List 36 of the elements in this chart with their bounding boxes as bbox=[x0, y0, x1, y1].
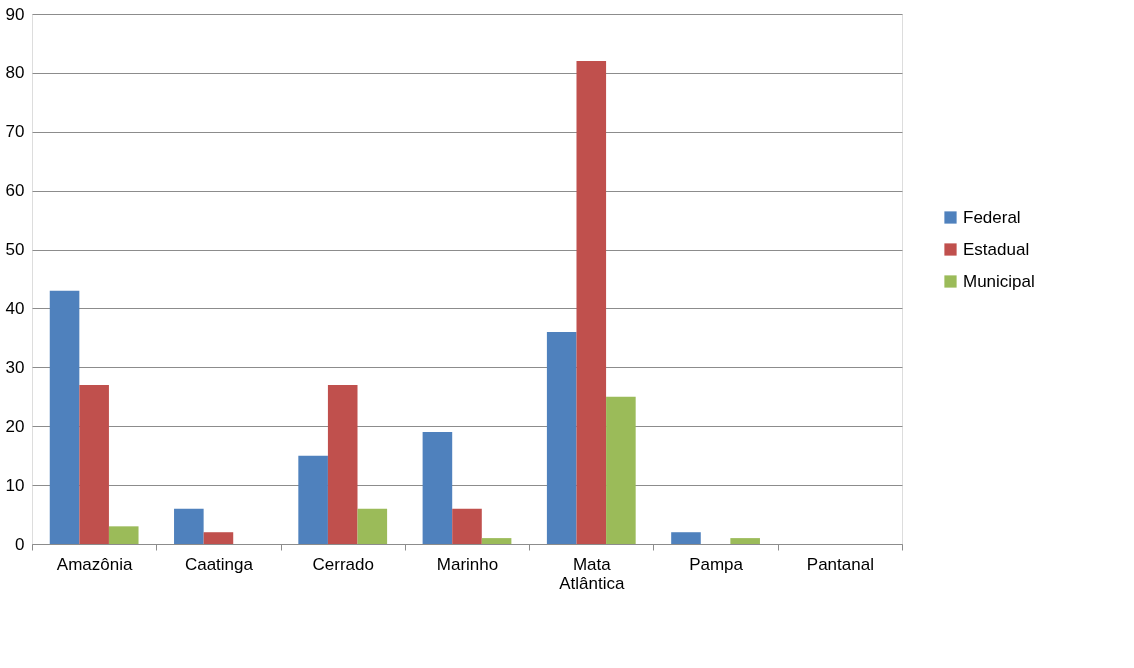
y-tick-label: 80 bbox=[5, 63, 25, 83]
bar bbox=[203, 532, 234, 544]
y-tick-label: 20 bbox=[5, 416, 25, 436]
y-tick-label: 0 bbox=[15, 534, 25, 554]
y-tick-label: 90 bbox=[5, 4, 25, 24]
y-tick-label: 60 bbox=[5, 181, 25, 201]
x-tick-label: Cerrado bbox=[312, 554, 374, 574]
bar bbox=[108, 526, 139, 544]
x-tick-label: Mata Atlântica bbox=[559, 554, 625, 593]
y-tick-label: 70 bbox=[5, 122, 25, 142]
bar bbox=[576, 61, 607, 544]
legend-label: Municipal bbox=[963, 271, 1035, 291]
bar bbox=[49, 290, 80, 544]
bar bbox=[671, 532, 701, 544]
y-tick-label: 50 bbox=[5, 240, 25, 260]
bar bbox=[422, 432, 453, 544]
bar bbox=[606, 396, 636, 544]
x-tick-label: Pampa bbox=[689, 554, 744, 574]
bar bbox=[452, 508, 482, 544]
bar bbox=[546, 332, 577, 544]
bar bbox=[357, 508, 388, 544]
bar bbox=[481, 538, 512, 544]
y-tick-label: 10 bbox=[5, 475, 25, 495]
y-tick-label: 30 bbox=[5, 357, 25, 377]
bar bbox=[730, 538, 760, 544]
bar bbox=[327, 385, 358, 544]
bar bbox=[174, 508, 204, 544]
x-tick-label: Marinho bbox=[436, 554, 499, 574]
x-tick-label: Caatinga bbox=[184, 554, 254, 574]
x-tick-label: Amazônia bbox=[56, 554, 133, 574]
bar bbox=[79, 385, 109, 544]
bar bbox=[298, 455, 328, 544]
y-tick-label: 40 bbox=[5, 298, 25, 318]
x-tick-label: Pantanal bbox=[806, 554, 874, 574]
legend-label: Estadual bbox=[963, 239, 1030, 259]
legend-label: Federal bbox=[963, 207, 1021, 227]
